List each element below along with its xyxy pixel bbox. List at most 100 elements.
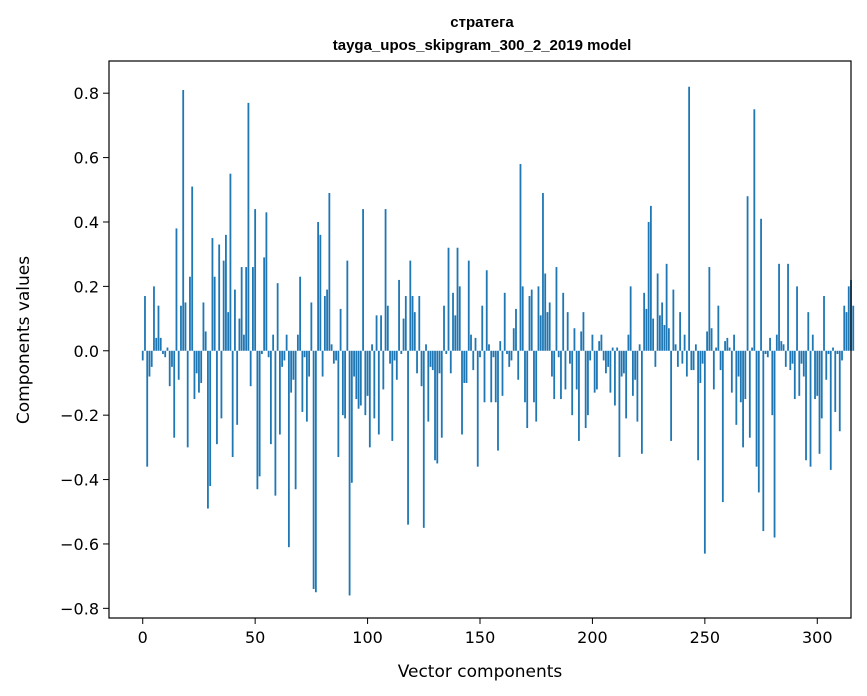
bar-49 <box>252 267 254 351</box>
bar-65 <box>287 350 290 548</box>
bar-100 <box>366 350 369 396</box>
bar-255 <box>715 347 717 351</box>
y-tick-label: 0.2 <box>74 277 99 296</box>
bar-5 <box>153 286 155 351</box>
bar-203 <box>598 341 601 351</box>
bar-279 <box>769 337 771 351</box>
bar-252 <box>708 267 711 351</box>
bar-80 <box>321 350 324 377</box>
bar-11 <box>166 347 169 351</box>
bar-236 <box>672 289 675 351</box>
bar-262 <box>730 350 733 393</box>
bar-31 <box>211 238 214 351</box>
bar-46 <box>245 267 248 351</box>
bar-211 <box>616 347 619 351</box>
bar-314 <box>847 286 850 351</box>
y-tick-label: −0.4 <box>60 471 99 490</box>
bar-90 <box>344 350 346 419</box>
bar-234 <box>667 328 670 351</box>
bar-298 <box>811 334 814 351</box>
bar-178 <box>542 193 544 351</box>
bar-54 <box>263 257 266 351</box>
bar-128 <box>429 350 432 367</box>
bar-184 <box>555 267 558 351</box>
bar-28 <box>204 331 207 351</box>
bar-127 <box>427 350 430 422</box>
bar-123 <box>418 296 421 351</box>
bar-21 <box>189 276 191 351</box>
bar-291 <box>796 286 798 351</box>
bar-92 <box>348 350 351 596</box>
bar-259 <box>724 341 726 351</box>
bar-242 <box>685 350 688 377</box>
bar-59 <box>274 350 277 496</box>
bar-181 <box>548 302 551 351</box>
bar-209 <box>611 347 614 351</box>
bar-82 <box>326 289 328 351</box>
bar-253 <box>710 328 713 351</box>
bar-272 <box>753 109 756 351</box>
bar-41 <box>234 289 236 351</box>
bar-51 <box>256 350 259 490</box>
bar-0 <box>141 350 144 361</box>
bar-282 <box>775 334 778 351</box>
bar-185 <box>557 350 560 358</box>
bar-263 <box>733 334 735 351</box>
bar-165 <box>512 328 515 351</box>
bar-230 <box>658 315 661 351</box>
bar-84 <box>330 344 333 351</box>
y-tick-label: 0.8 <box>74 84 99 103</box>
bar-223 <box>643 292 646 351</box>
bar-244 <box>690 350 693 371</box>
bar-183 <box>553 350 556 400</box>
bar-175 <box>535 350 538 422</box>
bar-118 <box>407 350 409 525</box>
x-tick-label: 50 <box>245 628 265 647</box>
bar-30 <box>209 350 212 486</box>
bar-210 <box>614 350 616 406</box>
y-axis-label: Components values <box>14 256 34 424</box>
bar-116 <box>402 318 405 351</box>
bar-104 <box>375 315 378 351</box>
bar-20 <box>186 350 189 448</box>
bar-153 <box>485 270 488 351</box>
bar-241 <box>683 334 686 351</box>
bar-238 <box>676 350 679 367</box>
bar-55 <box>265 212 268 351</box>
y-tick-label: −0.6 <box>60 535 99 554</box>
bar-204 <box>600 334 603 351</box>
y-axis-ticks: −0.8 −0.6 −0.4 −0.2 0.0 0.2 0.4 0.6 0.8 <box>60 84 109 618</box>
y-tick-label: 0.0 <box>74 342 99 361</box>
bar-190 <box>569 350 571 364</box>
bar-226 <box>649 205 652 351</box>
bar-290 <box>793 350 796 400</box>
bar-197 <box>584 350 587 429</box>
bar-107 <box>382 350 385 390</box>
bar-62 <box>281 350 284 367</box>
bar-232 <box>663 325 666 351</box>
bar-246 <box>694 344 697 351</box>
x-tick-label: 150 <box>465 628 496 647</box>
bar-186 <box>560 350 562 400</box>
bar-52 <box>258 350 261 477</box>
bar-95 <box>355 350 358 400</box>
bar-251 <box>706 331 708 351</box>
y-tick-label: 0.4 <box>74 213 99 232</box>
bar-225 <box>647 221 650 351</box>
bar-268 <box>744 350 747 400</box>
x-tick-label: 0 <box>138 628 148 647</box>
bar-212 <box>618 350 621 458</box>
bar-250 <box>703 350 706 554</box>
bar-6 <box>155 337 158 351</box>
bar-237 <box>674 344 677 351</box>
bar-303 <box>823 296 825 351</box>
bar-64 <box>285 334 288 351</box>
bar-285 <box>782 344 785 351</box>
bar-231 <box>661 302 664 351</box>
bar-191 <box>571 350 574 416</box>
bar-63 <box>283 350 286 361</box>
bar-144 <box>465 350 468 383</box>
bar-37 <box>225 234 227 351</box>
bar-287 <box>787 263 789 351</box>
bar-156 <box>492 350 495 358</box>
